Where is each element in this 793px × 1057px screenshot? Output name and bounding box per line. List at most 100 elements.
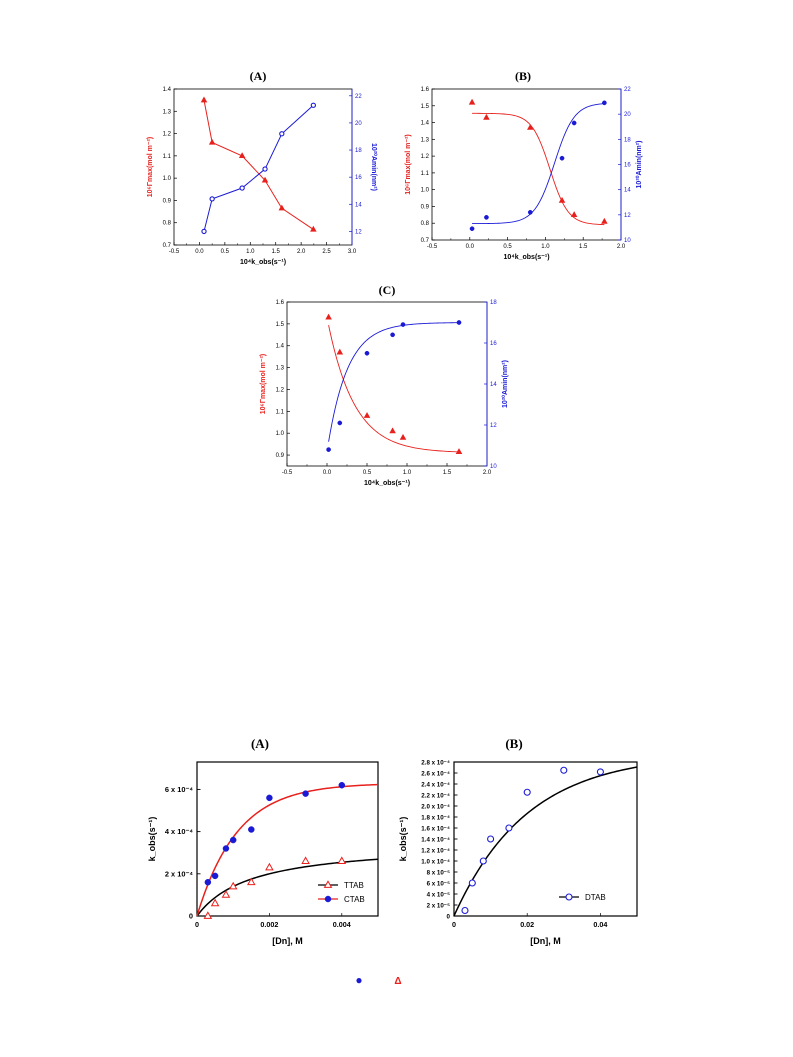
data-point bbox=[468, 879, 476, 887]
x-tick-label: 2.0 bbox=[483, 470, 492, 476]
fit-curve bbox=[453, 766, 638, 917]
y-right-tick-label: 12 bbox=[490, 423, 497, 429]
data-point bbox=[456, 320, 462, 325]
legend-label: CTAB bbox=[344, 895, 365, 904]
x-axis-label: 10⁴k_obs(s⁻¹) bbox=[364, 480, 410, 487]
series-dtab: DTAB bbox=[453, 766, 638, 917]
x-tick-label: 0.5 bbox=[503, 244, 512, 250]
x-tick-label: 0.5 bbox=[363, 470, 372, 476]
y-tick-label: 2 x 10⁻⁴ bbox=[165, 869, 193, 878]
fit-curve bbox=[328, 325, 460, 453]
data-point bbox=[558, 196, 566, 203]
data-point bbox=[390, 332, 395, 338]
data-point bbox=[469, 226, 475, 232]
y-right-tick-label: 12 bbox=[355, 229, 362, 235]
data-point bbox=[363, 412, 371, 418]
x-tick-label: 1.0 bbox=[541, 244, 550, 250]
y-axis-label: k_obs(s⁻¹) bbox=[147, 817, 157, 862]
data-point bbox=[222, 845, 230, 852]
y-left-tick-label: 1.1 bbox=[421, 171, 430, 177]
data-point bbox=[262, 166, 268, 172]
plot-frame bbox=[453, 761, 638, 917]
y-axis-label: k_obs(s⁻¹) bbox=[398, 817, 408, 862]
stray-symbol-red-delta: Δ bbox=[394, 976, 401, 987]
y-tick-label: 2 x 10⁻⁵ bbox=[427, 903, 450, 910]
x-axis-label: [Dn], M bbox=[272, 936, 303, 946]
y-left-tick-label: 1.1 bbox=[163, 154, 172, 160]
x-tick-label: 1.5 bbox=[443, 470, 452, 476]
y-left-axis-label: 10⁶Γmax(mol m⁻²) bbox=[260, 354, 267, 415]
series-right bbox=[201, 102, 316, 235]
y-left-tick-label: 0.8 bbox=[421, 221, 430, 227]
y-left-tick-label: 1.3 bbox=[421, 137, 430, 143]
y-right-axis-label: 10²⁰Amin(nm²) bbox=[501, 360, 509, 408]
series-left bbox=[200, 96, 317, 232]
y-tick-label: 2.4 x 10⁻⁴ bbox=[421, 782, 450, 789]
plot-frame bbox=[286, 301, 488, 467]
series-ctab: CTAB bbox=[196, 781, 379, 917]
data-point bbox=[326, 447, 331, 452]
x-tick-label: 0.0 bbox=[323, 470, 332, 476]
y-right-tick-label: 16 bbox=[490, 341, 497, 347]
data-point bbox=[483, 113, 490, 120]
data-point bbox=[278, 204, 286, 211]
y-left-tick-label: 1.2 bbox=[421, 154, 430, 160]
data-point bbox=[559, 155, 565, 161]
x-tick-label: -0.5 bbox=[427, 244, 438, 250]
y-left-tick-label: 0.7 bbox=[163, 243, 172, 249]
y-left-tick-label: 1.2 bbox=[163, 132, 172, 138]
y-left-tick-label: 0.9 bbox=[163, 198, 172, 204]
y-tick-label: 0 bbox=[189, 912, 193, 921]
x-tick-label: 2.0 bbox=[297, 249, 306, 255]
x-tick-label: 2.5 bbox=[322, 249, 331, 255]
series-line bbox=[203, 100, 314, 230]
y-right-tick-label: 10 bbox=[490, 464, 497, 470]
y-left-tick-label: 1.0 bbox=[163, 176, 172, 182]
y-left-tick-label: 1.6 bbox=[421, 87, 430, 93]
y-left-tick-label: 0.9 bbox=[276, 453, 285, 459]
y-right-tick-label: 14 bbox=[355, 202, 362, 208]
y-left-tick-label: 1.3 bbox=[163, 109, 172, 115]
y-right-tick-label: 18 bbox=[490, 300, 497, 306]
x-tick-label: -0.5 bbox=[169, 249, 180, 255]
y-right-tick-label: 16 bbox=[355, 175, 362, 181]
data-point bbox=[279, 131, 285, 137]
y-tick-label: 6 x 10⁻⁵ bbox=[427, 881, 450, 888]
data-point bbox=[336, 348, 344, 355]
series-line bbox=[203, 104, 314, 232]
x-tick-label: 3.0 bbox=[348, 249, 357, 255]
y-tick-label: 6 x 10⁻⁴ bbox=[165, 785, 193, 794]
data-point bbox=[228, 881, 238, 890]
series-left bbox=[468, 98, 608, 226]
x-axis-label: [Dn], M bbox=[530, 936, 561, 946]
data-point bbox=[461, 906, 469, 915]
data-point bbox=[364, 350, 370, 356]
legend-marker bbox=[323, 880, 333, 888]
panel-label: (A) bbox=[250, 69, 267, 83]
data-point bbox=[399, 433, 407, 440]
data-point bbox=[527, 123, 534, 130]
y-left-tick-label: 1.0 bbox=[421, 188, 430, 194]
data-point bbox=[302, 790, 309, 797]
y-left-tick-label: 1.5 bbox=[421, 104, 430, 110]
chart-top-A: (A) -0.5 0.0 0.5 1.0 1.5 2.0 2.5 3.0 10⁴k_obs(s⁻¹… bbox=[147, 69, 378, 266]
data-point bbox=[596, 768, 604, 776]
x-tick-label: 1.5 bbox=[579, 244, 588, 250]
y-left-tick-label: 1.0 bbox=[276, 431, 285, 437]
series-left bbox=[325, 313, 463, 454]
y-right-tick-label: 22 bbox=[624, 87, 631, 93]
data-point bbox=[246, 877, 256, 886]
y-left-axis-label: 10⁶Γmax(mol m⁻²) bbox=[405, 134, 412, 195]
x-tick-label: 0.004 bbox=[333, 920, 351, 929]
fit-curve bbox=[328, 322, 460, 442]
data-point bbox=[505, 824, 513, 832]
x-tick-label: 0.002 bbox=[260, 920, 278, 929]
x-tick-label: 2.0 bbox=[617, 244, 626, 250]
panel-label: (B) bbox=[515, 69, 531, 83]
y-left-tick-label: 0.7 bbox=[421, 238, 430, 244]
stray-symbol-blue-dot: ● bbox=[355, 973, 362, 987]
x-tick-label: 0 bbox=[452, 920, 456, 929]
x-tick-label: 0.5 bbox=[221, 249, 230, 255]
y-right-tick-label: 20 bbox=[355, 121, 362, 127]
